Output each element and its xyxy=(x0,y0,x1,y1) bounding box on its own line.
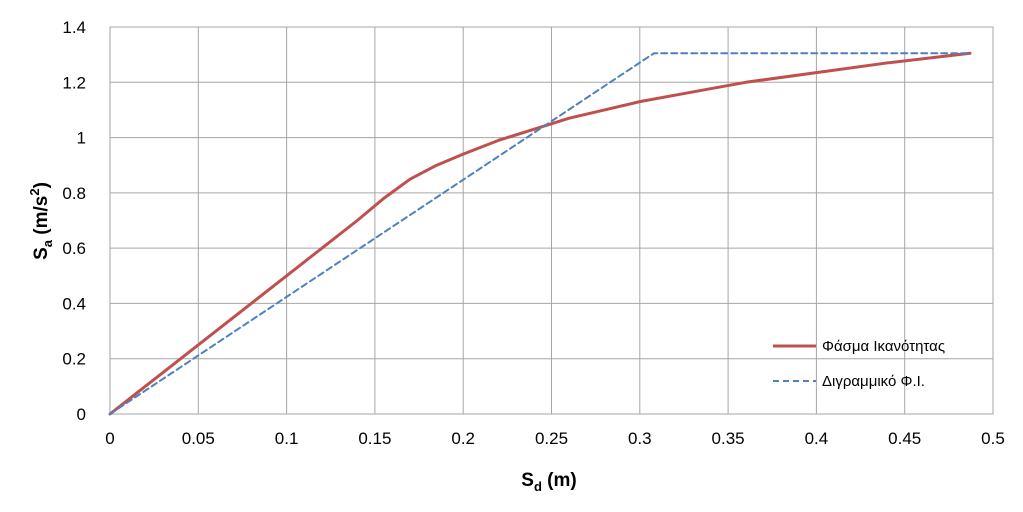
y-tick-label: 0.6 xyxy=(62,239,86,258)
series-layer xyxy=(108,51,972,416)
x-tick-labels: 0 0.05 0.1 0.15 0.2 0.25 0.3 0.35 0.4 0.45 0.5 xyxy=(105,429,1005,448)
x-tick-label: 0.35 xyxy=(712,429,745,448)
y-tick-label: 0.2 xyxy=(62,350,86,369)
y-tick-label: 1.2 xyxy=(62,73,86,92)
grid xyxy=(109,26,994,415)
y-tick-label: 1 xyxy=(77,129,86,148)
x-tick-label: 0.15 xyxy=(358,429,391,448)
y-tick-label: 0 xyxy=(77,405,86,424)
x-tick-label: 0 xyxy=(105,429,114,448)
x-tick-label: 0.3 xyxy=(628,429,652,448)
y-tick-label: 1.4 xyxy=(62,18,86,37)
x-tick-label: 0.1 xyxy=(275,429,299,448)
x-tick-label: 0.45 xyxy=(888,429,921,448)
x-tick-label: 0.5 xyxy=(981,429,1005,448)
y-tick-label: 0.8 xyxy=(62,184,86,203)
legend: Φάσμα Ικανότητας Διγραμμικό Φ.Ι. xyxy=(773,338,945,390)
x-tick-label: 0.4 xyxy=(805,429,829,448)
x-tick-label: 0.2 xyxy=(451,429,475,448)
plot-area-border xyxy=(109,26,994,415)
series-line-0 xyxy=(108,51,972,416)
y-tick-label: 0.4 xyxy=(62,294,86,313)
legend-label-bilinear: Διγραμμικό Φ.Ι. xyxy=(822,373,925,390)
x-axis-title: Sd (m) xyxy=(521,470,576,494)
series-line-1 xyxy=(109,52,972,415)
y-tick-labels: 0 0.2 0.4 0.6 0.8 1 1.2 1.4 xyxy=(62,18,86,424)
x-tick-label: 0.25 xyxy=(535,429,568,448)
plot-border xyxy=(109,26,994,415)
y-axis-title: Sa (m/s2) xyxy=(27,182,55,260)
legend-label-capacity: Φάσμα Ικανότητας xyxy=(822,338,945,355)
x-tick-label: 0.05 xyxy=(182,429,215,448)
